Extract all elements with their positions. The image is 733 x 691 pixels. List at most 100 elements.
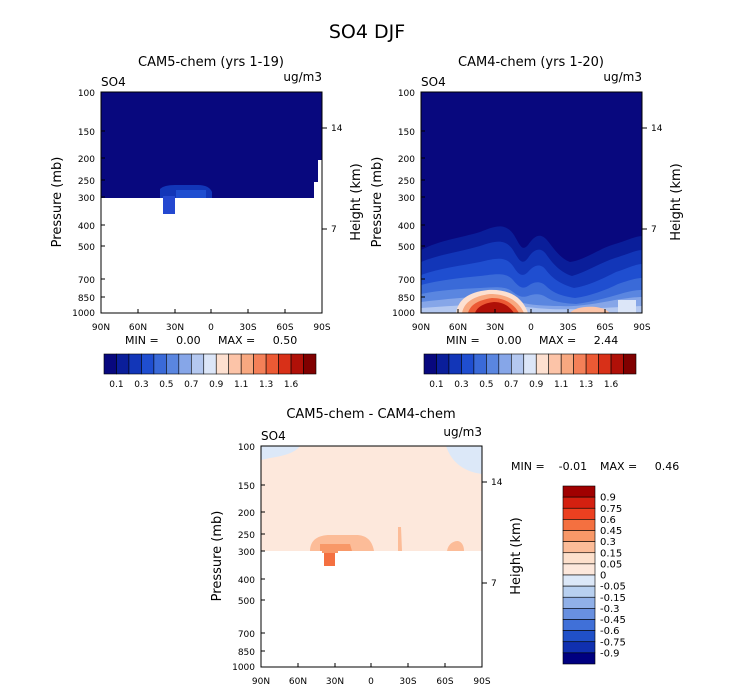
y-tick-label: 1000 bbox=[392, 309, 415, 319]
x-tick-label: 90N bbox=[92, 323, 110, 333]
y-tick-label: 200 bbox=[398, 155, 415, 165]
colorbar-label: 0.5 bbox=[479, 380, 493, 390]
x-tick-label: 30N bbox=[486, 323, 504, 333]
height-tick-marks bbox=[642, 127, 647, 230]
colorbar-label: -0.6 bbox=[600, 626, 620, 637]
y-tick-label: 500 bbox=[238, 597, 255, 607]
height-tick-marks bbox=[482, 481, 487, 584]
field-level-0.1 bbox=[101, 92, 322, 198]
units-label: ug/m3 bbox=[283, 70, 322, 84]
x-tick-label: 60N bbox=[129, 323, 147, 333]
colorbar-label: 1.1 bbox=[554, 380, 568, 390]
colorbar-label: 1.3 bbox=[579, 380, 593, 390]
y-tick-marks bbox=[261, 445, 265, 668]
y-tick-label: 850 bbox=[398, 294, 415, 304]
x-tick-label: 90N bbox=[412, 323, 430, 333]
field-level-neg0.05-right bbox=[446, 446, 482, 474]
y-tick-label: 150 bbox=[238, 482, 255, 492]
colorbar-label: 0 bbox=[600, 571, 606, 582]
x-tick-label: 0 bbox=[528, 323, 534, 333]
colorbar-swatch bbox=[562, 496, 596, 509]
panel-title: CAM5-chem - CAM4-chem bbox=[286, 407, 455, 422]
y-tick-label: 300 bbox=[78, 194, 95, 204]
y-tick-label: 700 bbox=[238, 630, 255, 640]
colorbar-label: 0.7 bbox=[504, 380, 518, 390]
y-axis: 100 150 200 250 300 400 500 700 850 1000 bbox=[232, 443, 265, 673]
colorbar-label: 1.1 bbox=[234, 380, 248, 390]
colorbar-swatch bbox=[562, 485, 596, 498]
colorbar-swatch bbox=[562, 619, 596, 631]
x-tick-label: 90S bbox=[313, 323, 330, 333]
colorbar-label: 0.9 bbox=[529, 380, 544, 390]
colorbar-swatch bbox=[228, 353, 242, 375]
field-level-0.45 bbox=[324, 551, 335, 566]
colorbar-swatch bbox=[473, 353, 487, 375]
colorbar-label: -0.45 bbox=[600, 615, 626, 626]
y-tick-label: 400 bbox=[238, 576, 255, 586]
height-tick-label: 14 bbox=[331, 124, 343, 134]
y-axis-title: Pressure (mb) bbox=[50, 157, 65, 248]
colorbar-swatch bbox=[523, 353, 537, 375]
min-value: MIN = -0.01 bbox=[511, 460, 587, 473]
height-axis: 14 7 bbox=[642, 124, 663, 235]
colorbar-label: 0.3 bbox=[600, 537, 616, 548]
colorbar-swatch bbox=[103, 353, 117, 375]
colorbar-swatch bbox=[610, 353, 624, 375]
y-tick-label: 300 bbox=[238, 548, 255, 558]
colorbar-swatch bbox=[598, 353, 612, 375]
colorbar-swatch bbox=[448, 353, 462, 375]
y-tick-label: 150 bbox=[398, 128, 415, 138]
colorbar-label: 0.7 bbox=[184, 380, 198, 390]
y-tick-label: 200 bbox=[78, 155, 95, 165]
colorbar-swatch bbox=[303, 353, 317, 375]
colorbar-swatch bbox=[436, 353, 450, 375]
y-tick-label: 500 bbox=[78, 243, 95, 253]
x-tick-label: 60N bbox=[449, 323, 467, 333]
y-tick-label: 100 bbox=[398, 89, 415, 99]
y-tick-label: 700 bbox=[78, 276, 95, 286]
field-level-0.3b bbox=[322, 548, 338, 553]
panel-diff: CAM5-chem - CAM4-chem SO4 ug/m3 Pressure… bbox=[210, 407, 679, 687]
units-label: ug/m3 bbox=[443, 425, 482, 439]
y-axis-title: Pressure (mb) bbox=[210, 511, 225, 602]
y-tick-label: 700 bbox=[398, 276, 415, 286]
figure-title: SO4 DJF bbox=[329, 21, 405, 43]
colorbar-swatch bbox=[166, 353, 180, 375]
field-level-0.15c bbox=[447, 541, 464, 551]
species-label: SO4 bbox=[261, 429, 286, 443]
colorbar-label: 0.15 bbox=[600, 548, 622, 559]
height-tick-label: 7 bbox=[491, 579, 497, 589]
panel-title: CAM5-chem (yrs 1-19) bbox=[138, 55, 284, 70]
colorbar-swatch bbox=[562, 563, 596, 576]
y-axis: 100 150 200 250 300 400 500 700 850 1000 bbox=[392, 89, 425, 319]
min-value: MIN = 0.00 bbox=[446, 334, 522, 347]
y-tick-label: 250 bbox=[238, 531, 255, 541]
colorbar-swatch bbox=[153, 353, 167, 375]
colorbar-swatch bbox=[548, 353, 562, 375]
colorbar-swatch bbox=[128, 353, 142, 375]
y-tick-label: 500 bbox=[398, 243, 415, 253]
field-level-0.05 bbox=[261, 446, 482, 551]
colorbar-swatch bbox=[486, 353, 500, 375]
colorbar-label: 0.3 bbox=[134, 380, 148, 390]
species-label: SO4 bbox=[101, 75, 126, 89]
field-area bbox=[421, 92, 642, 313]
panel-title: CAM4-chem (yrs 1-20) bbox=[458, 55, 604, 70]
y-axis-title: Pressure (mb) bbox=[370, 157, 385, 248]
x-tick-label: 90N bbox=[252, 677, 270, 687]
colorbar-label: -0.15 bbox=[600, 593, 626, 604]
x-tick-label: 30S bbox=[239, 323, 256, 333]
colorbar-cam5: 0.1 0.3 0.5 0.7 0.9 1.1 1.3 1.6 bbox=[103, 353, 317, 390]
height-tick-label: 7 bbox=[651, 225, 657, 235]
x-tick-label: 60S bbox=[276, 323, 293, 333]
colorbar-label: 0.6 bbox=[600, 515, 616, 526]
y-tick-label: 250 bbox=[78, 177, 95, 187]
max-value: MAX = 2.44 bbox=[539, 334, 618, 347]
colorbar-label: 1.6 bbox=[284, 380, 299, 390]
colorbar-swatch bbox=[562, 630, 596, 643]
colorbar-swatch bbox=[423, 353, 437, 375]
colorbar-swatch bbox=[562, 585, 596, 598]
y-tick-label: 400 bbox=[78, 222, 95, 232]
colorbar-swatch bbox=[498, 353, 512, 375]
max-value: MAX = 0.46 bbox=[600, 460, 679, 473]
